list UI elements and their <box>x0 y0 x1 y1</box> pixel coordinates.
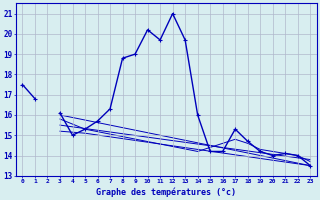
X-axis label: Graphe des températures (°c): Graphe des températures (°c) <box>96 187 236 197</box>
